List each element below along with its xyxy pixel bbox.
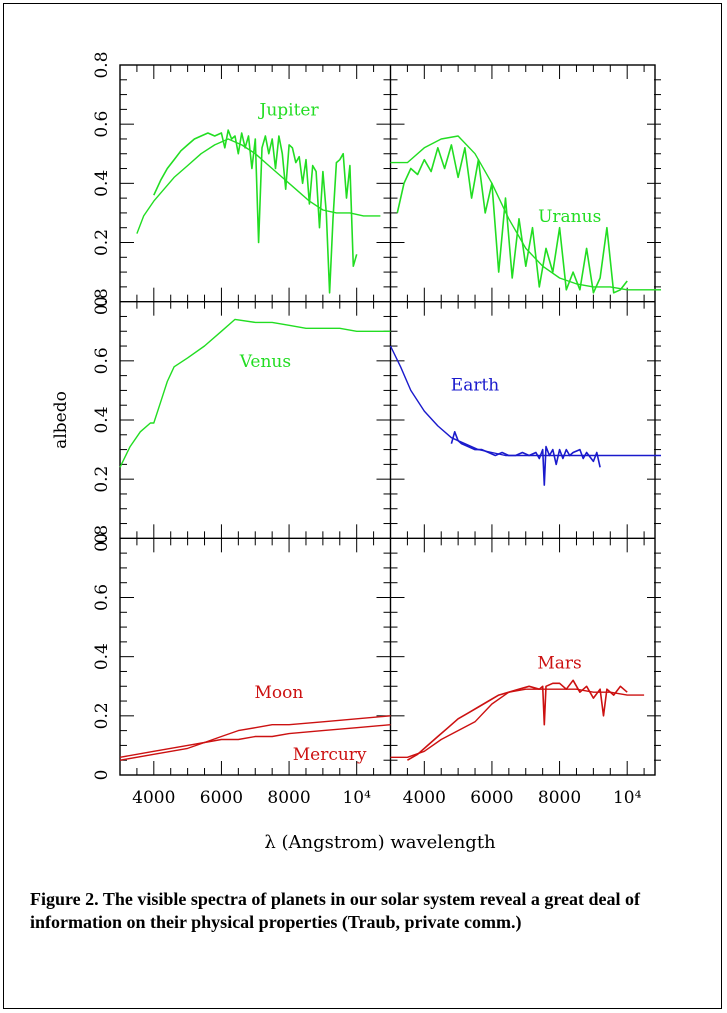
x-tick-label: 8000 bbox=[538, 788, 581, 808]
panel-grid: 00.20.40.60.800.20.40.60.800.20.40.60.84… bbox=[92, 51, 661, 808]
planet-label-earth: Earth bbox=[451, 375, 500, 395]
x-tick-label: 10⁴ bbox=[613, 788, 642, 808]
series-venus-0 bbox=[119, 318, 391, 468]
y-tick-label: 0.2 bbox=[92, 702, 112, 729]
planet-label-jupiter: Jupiter bbox=[258, 100, 320, 120]
x-tick-label: 6000 bbox=[200, 788, 243, 808]
y-axis-label: albedo bbox=[51, 391, 71, 449]
y-tick-label: 0 bbox=[92, 533, 112, 544]
series-mars-1 bbox=[406, 679, 628, 761]
y-tick-label: 0.8 bbox=[92, 51, 112, 78]
y-tick-label: 0.4 bbox=[92, 170, 112, 197]
y-tick-label: 0 bbox=[92, 770, 112, 781]
y-tick-label: 0.4 bbox=[92, 643, 112, 670]
planet-label-mars: Mars bbox=[537, 654, 581, 674]
planet-label-uranus: Uranus bbox=[538, 207, 601, 227]
y-tick-label: 0.2 bbox=[92, 229, 112, 256]
y-tick-label: 0.8 bbox=[92, 288, 112, 315]
figure-frame bbox=[3, 3, 722, 1009]
x-tick-label: 10⁴ bbox=[342, 788, 371, 808]
x-tick-label: 4000 bbox=[132, 788, 175, 808]
y-tick-label: 0.4 bbox=[92, 406, 112, 433]
y-tick-label: 0.6 bbox=[92, 111, 112, 138]
series-earth-1 bbox=[450, 431, 601, 486]
y-tick-label: 0.6 bbox=[92, 347, 112, 374]
series-mars-0 bbox=[390, 688, 645, 758]
planet-label-moon: Moon bbox=[255, 683, 304, 703]
series-moon-0 bbox=[119, 715, 391, 758]
figure-caption: Figure 2. The visible spectra of planets… bbox=[30, 889, 640, 932]
series-uranus-1 bbox=[396, 144, 628, 294]
planet-label-venus: Venus bbox=[239, 352, 291, 372]
x-tick-label: 8000 bbox=[267, 788, 310, 808]
planet-albedo-chart: 00.20.40.60.800.20.40.60.800.20.40.60.84… bbox=[51, 51, 661, 853]
planet-label-mercury: Mercury bbox=[293, 745, 367, 765]
y-tick-label: 0 bbox=[92, 296, 112, 307]
x-tick-label: 4000 bbox=[403, 788, 446, 808]
y-tick-label: 0.2 bbox=[92, 466, 112, 493]
series-uranus-0 bbox=[390, 135, 661, 291]
x-tick-label: 6000 bbox=[470, 788, 513, 808]
series-mercury-0 bbox=[119, 724, 391, 761]
series-jupiter-1 bbox=[153, 129, 358, 294]
y-tick-label: 0.6 bbox=[92, 584, 112, 611]
y-tick-label: 0.8 bbox=[92, 525, 112, 552]
series-earth-0 bbox=[389, 345, 661, 457]
x-axis-label: λ (Angstrom) wavelength bbox=[264, 832, 496, 853]
